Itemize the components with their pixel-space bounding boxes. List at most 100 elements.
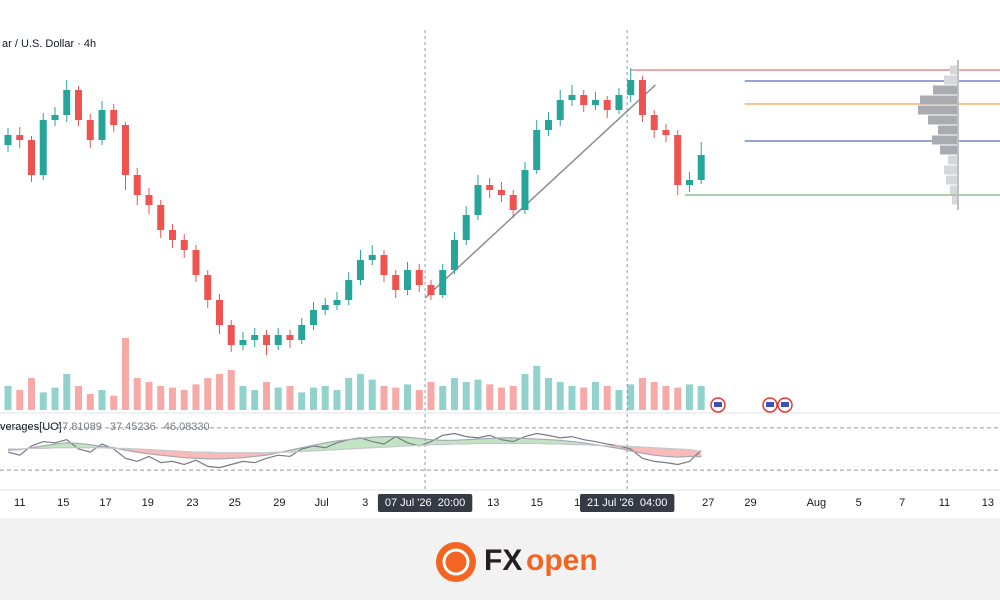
candle-body (27, 140, 35, 175)
candle-body (333, 300, 341, 305)
indicator-fill (219, 452, 232, 459)
indicator-fill (419, 438, 431, 446)
volume-bar (474, 379, 482, 410)
candle-body (39, 120, 47, 175)
candle-body (168, 230, 176, 240)
x-tick-label: 27 (702, 497, 714, 509)
x-tick-label: Jul (315, 497, 329, 509)
indicator-fill (524, 438, 537, 444)
volume-bar (321, 386, 329, 410)
volume-bar (392, 387, 400, 410)
logo-icon (436, 542, 476, 582)
indicator-fill (137, 449, 149, 454)
volume-bar (192, 384, 200, 410)
candle-body (298, 325, 306, 340)
indicator-fill (454, 439, 467, 445)
candle-body (638, 80, 646, 115)
indicator-line (7, 442, 702, 454)
logo-text-open: open (526, 544, 598, 577)
volume-bar (674, 387, 682, 410)
volume-bar (309, 387, 317, 410)
volume-bar (591, 382, 599, 410)
candle-body (380, 255, 388, 275)
volume-bar (462, 382, 470, 410)
volume-bar (662, 386, 670, 410)
candle-body (568, 95, 576, 100)
x-tick-label: 15 (57, 497, 69, 509)
volume-bar (556, 382, 564, 410)
indicator-fill (395, 436, 408, 447)
volume-bar (486, 384, 494, 410)
candle-body (674, 135, 682, 185)
candle-body (227, 325, 235, 345)
indicator-fill (466, 439, 478, 445)
candle-body (662, 130, 670, 135)
indicator-fill (665, 448, 678, 458)
volume-bar (74, 386, 82, 410)
candle-body (251, 335, 259, 340)
candle-body (650, 115, 658, 130)
volume-bar (580, 387, 588, 410)
volume-bar (627, 384, 635, 410)
volume-bar (98, 390, 106, 410)
volume-bar (638, 378, 646, 410)
indicator-fill (160, 450, 173, 457)
crosshair-label: 21 Jul '26 04:00 (587, 497, 667, 509)
candle-body (98, 110, 106, 140)
volume-bar (450, 378, 458, 410)
volume-bar (368, 379, 376, 410)
volume-bar (533, 366, 541, 410)
volume-bar (415, 390, 423, 410)
crosshair-label-box (377, 494, 473, 512)
volume-bar (403, 384, 411, 410)
x-tick-label: 23 (186, 497, 198, 509)
candle-body (580, 95, 588, 105)
candle-body (544, 120, 552, 130)
candle-body (16, 135, 24, 140)
candle-body (110, 110, 118, 125)
x-tick-label: 3 (362, 497, 368, 509)
candle-body (556, 100, 564, 120)
profile-bar (950, 65, 958, 75)
candle-body (4, 135, 12, 145)
volume-bar (86, 394, 94, 410)
indicator-fill (630, 446, 643, 454)
profile-bar (918, 105, 958, 115)
logo-text-fx: FX (484, 544, 522, 577)
indicator-fill (536, 439, 549, 445)
volume-bar (650, 382, 658, 410)
volume-bar (215, 374, 223, 410)
profile-bar (938, 125, 958, 135)
trendline (424, 84, 656, 299)
volume-bar (157, 386, 165, 410)
indicator-fill (372, 436, 384, 448)
event-icon-flag (714, 402, 722, 407)
candle-body (274, 335, 282, 345)
logo: FX open (436, 542, 598, 582)
x-tick-label: 13 (982, 497, 994, 509)
candle-body (486, 185, 494, 190)
candle-body (427, 285, 435, 295)
candle-body (345, 280, 353, 300)
volume-bar (509, 386, 517, 410)
indicator-line (7, 436, 702, 460)
candle-body (415, 270, 423, 285)
indicator-label: verages[UO] (0, 421, 62, 433)
chart-title: ar / U.S. Dollar · 4h (2, 38, 96, 50)
volume-bar (110, 395, 118, 410)
volume-bar (439, 386, 447, 410)
indicator-fill (654, 447, 666, 457)
candle-body (51, 115, 59, 120)
volume-bar (345, 378, 353, 410)
profile-bar (933, 85, 958, 95)
volume-bar (180, 390, 188, 410)
candle-body (309, 310, 317, 325)
profile-bar (944, 165, 958, 175)
x-tick-label: 19 (142, 497, 154, 509)
indicator-fill (43, 444, 55, 449)
x-tick-label: 11 (14, 497, 25, 509)
crosshair-label: 07 Jul '26 20:00 (385, 497, 465, 509)
volume-bar (274, 387, 282, 410)
volume-bar (121, 338, 129, 410)
